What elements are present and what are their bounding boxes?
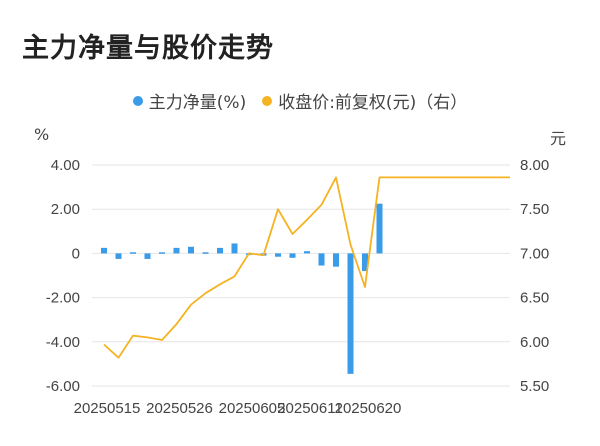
bar xyxy=(275,253,281,257)
y-right-tick-label: 6.50 xyxy=(520,290,549,307)
bar xyxy=(362,253,368,272)
y-left-tick-label: -6.00 xyxy=(46,378,80,395)
y-right-tick-label: 8.00 xyxy=(520,157,549,174)
left-axis-unit: % xyxy=(34,125,50,144)
y-right-tick-label: 6.00 xyxy=(520,334,549,351)
legend-bar-label: 主力净量(%) xyxy=(148,93,247,113)
x-tick-label: 20250620 xyxy=(335,400,402,417)
bar xyxy=(159,252,165,254)
bar xyxy=(202,252,209,254)
x-tick-label: 20250611 xyxy=(277,400,343,417)
y-left-tick-label: -2.00 xyxy=(46,290,80,307)
bar xyxy=(217,247,223,254)
y-left-tick-label: -4.00 xyxy=(46,334,80,351)
bar xyxy=(115,253,122,259)
bar xyxy=(289,253,296,258)
x-tick-label: 20250605 xyxy=(219,400,286,417)
legend-item-bar[interactable]: 主力净量(%) xyxy=(132,88,247,113)
bar xyxy=(130,252,136,254)
y-left-tick-label: 4.00 xyxy=(51,157,80,174)
bar xyxy=(144,253,151,259)
bar xyxy=(188,246,194,254)
legend-line-label: 收盘价:前复权(元)（右） xyxy=(278,93,468,113)
bar xyxy=(173,247,180,254)
price-line xyxy=(103,176,510,359)
bar xyxy=(304,251,310,254)
right-axis-unit: 元 xyxy=(550,129,567,148)
x-tick-label: 20250515 xyxy=(74,400,141,417)
legend-line-swatch xyxy=(262,95,273,106)
y-right-tick-label: 7.50 xyxy=(520,201,549,218)
legend-bar-swatch xyxy=(132,95,143,106)
y-right-tick-label: 5.50 xyxy=(520,378,549,395)
bar xyxy=(318,253,325,266)
x-tick-label: 20250526 xyxy=(146,400,213,417)
chart-title: 主力净量与股价走势 xyxy=(22,33,274,64)
y-left-tick-label: 0 xyxy=(72,245,80,262)
bar xyxy=(347,253,354,374)
bar xyxy=(376,203,383,254)
legend: 主力净量(%) 收盘价:前复权(元)（右） xyxy=(0,88,600,113)
bar xyxy=(101,247,107,254)
legend-item-line[interactable]: 收盘价:前复权(元)（右） xyxy=(262,88,467,113)
bar xyxy=(231,243,238,254)
bar xyxy=(333,253,339,267)
y-left-tick-label: 2.00 xyxy=(51,201,80,218)
y-right-tick-label: 7.00 xyxy=(520,245,549,262)
